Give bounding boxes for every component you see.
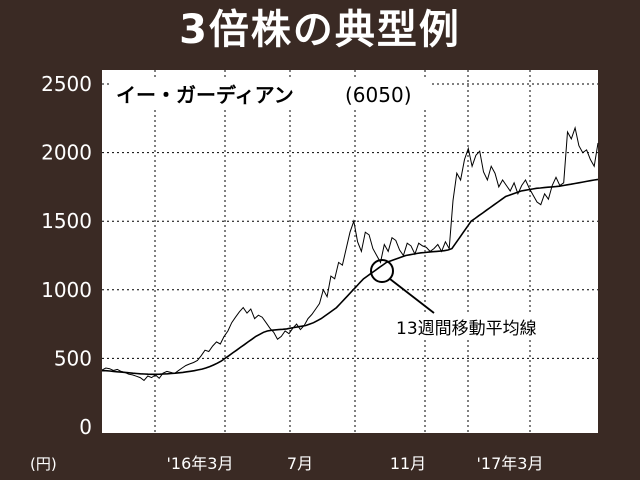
stock-code: (6050) [345, 83, 412, 107]
y-tick-label: 0 [79, 415, 92, 439]
y-tick-label: 1500 [41, 209, 92, 233]
y-tick-label: 1000 [41, 278, 92, 302]
x-tick-label: 7月 [287, 454, 313, 473]
annotation-circle [370, 259, 394, 283]
annotation-leader [389, 278, 435, 314]
moving-average-line [102, 178, 599, 376]
chart-title: 3倍株の典型例 [179, 7, 461, 53]
y-axis-unit: (円) [30, 455, 57, 473]
stock-label-box [112, 77, 432, 110]
y-tick-label: 500 [54, 346, 92, 370]
price-line [101, 126, 599, 382]
grid [102, 70, 598, 433]
x-tick-label: 11月 [390, 454, 426, 473]
y-tick-label: 2000 [41, 141, 92, 165]
x-axis-ticks: '16年3月 7月 11月 '17年3月 [167, 454, 544, 473]
stock-name: イー・ガーディアン [116, 83, 294, 107]
x-tick-label: '16年3月 [167, 454, 234, 473]
y-axis-ticks: 2500 2000 1500 1000 500 0 [41, 72, 92, 439]
annotation-label: 13週間移動平均線 [396, 319, 537, 339]
y-tick-label: 2500 [41, 72, 92, 96]
x-tick-label: '17年3月 [477, 454, 544, 473]
plot-area [102, 70, 598, 433]
annotation-box [392, 315, 552, 340]
